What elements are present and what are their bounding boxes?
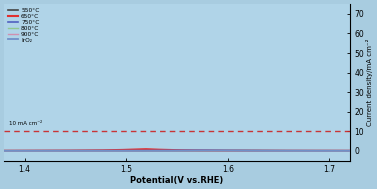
Y-axis label: Current density/mA cm⁻²: Current density/mA cm⁻² bbox=[366, 39, 373, 126]
Legend: 550°C, 650°C, 750°C, 800°C, 900°C, IrO₂: 550°C, 650°C, 750°C, 800°C, 900°C, IrO₂ bbox=[7, 7, 40, 43]
X-axis label: Potential(V vs.RHE): Potential(V vs.RHE) bbox=[130, 176, 224, 185]
Text: 10 mA cm⁻²: 10 mA cm⁻² bbox=[9, 121, 43, 126]
